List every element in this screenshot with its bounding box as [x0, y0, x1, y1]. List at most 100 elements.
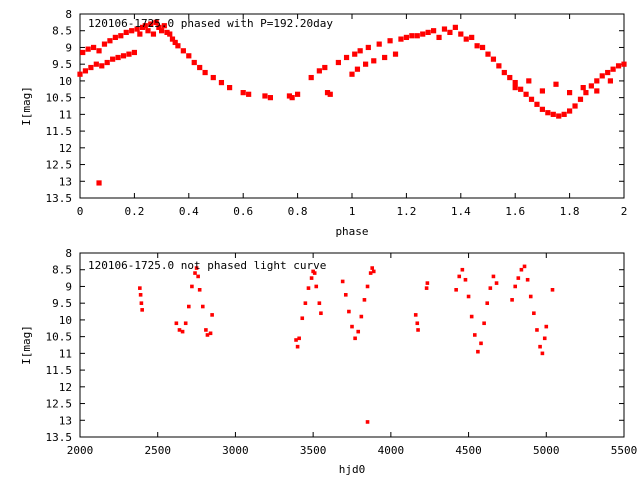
x-tick-label: 1.8 [560, 205, 580, 218]
data-point [343, 293, 348, 297]
data-point [246, 91, 252, 97]
data-point [317, 301, 322, 305]
data-point [300, 316, 305, 321]
data-point [303, 301, 308, 305]
data-point [153, 19, 159, 25]
data-point [167, 31, 173, 37]
data-point [164, 29, 170, 35]
x-tick-label: 2500 [144, 444, 171, 457]
data-point [88, 64, 94, 71]
data-point [485, 51, 491, 57]
data-point [118, 33, 124, 39]
data-point [580, 85, 586, 91]
data-point [197, 288, 202, 292]
data-point [306, 286, 311, 290]
data-point [416, 328, 420, 332]
y-tick-label: 10.5 [46, 331, 73, 344]
data-point [482, 321, 486, 326]
data-point [316, 68, 322, 74]
data-point [479, 341, 483, 346]
data-point [510, 298, 514, 302]
y-tick-label: 10.5 [46, 92, 73, 105]
data-point [577, 96, 584, 102]
data-point [588, 83, 594, 89]
data-point [414, 33, 420, 39]
data-point [425, 281, 430, 285]
data-point [110, 56, 116, 62]
data-point [363, 61, 369, 67]
data-point [172, 39, 178, 46]
data-point [368, 271, 373, 275]
data-point [297, 336, 301, 341]
data-point [197, 64, 203, 71]
data-point [457, 274, 462, 279]
data-point [359, 314, 364, 319]
y-tick-label: 12 [59, 381, 72, 394]
chart-title: 120106-1725.0 phased with P=192.20day [88, 17, 333, 30]
data-point [210, 74, 216, 81]
data-point [174, 321, 179, 326]
y-tick-label: 8.5 [52, 25, 72, 38]
data-point [425, 29, 431, 35]
data-point [599, 73, 605, 79]
data-point [204, 328, 208, 332]
data-point [191, 59, 197, 66]
data-point [413, 313, 418, 317]
data-point [294, 338, 298, 342]
data-point [150, 31, 157, 37]
chart-title: 120106-1725.0 not phased light curve [88, 259, 326, 272]
data-point [91, 44, 97, 51]
y-tick-label: 13.5 [46, 431, 73, 444]
data-point [594, 78, 600, 84]
data-point [550, 111, 556, 117]
data-point [96, 180, 102, 186]
y-tick-label: 11 [59, 347, 72, 360]
data-point [494, 281, 499, 285]
x-tick-label: 4500 [455, 444, 482, 457]
data-point [262, 93, 268, 99]
y-axis-label: I[mag] [20, 325, 33, 365]
data-point [349, 71, 355, 77]
data-point [550, 288, 555, 292]
x-tick-label: 0.2 [124, 205, 144, 218]
data-point [526, 78, 532, 84]
y-tick-label: 12 [59, 142, 72, 155]
data-point [365, 420, 370, 424]
data-point [476, 349, 480, 354]
data-point [556, 113, 562, 119]
data-point [420, 31, 426, 37]
data-point [469, 314, 474, 319]
y-tick-label: 11 [59, 108, 72, 121]
data-point [169, 36, 176, 42]
y-tick-label: 11.5 [46, 125, 73, 138]
data-point [340, 279, 345, 284]
plot-frame [79, 13, 625, 199]
data-point [472, 333, 477, 337]
data-point [353, 336, 357, 341]
data-point [507, 74, 513, 81]
y-tick-label: 12.5 [46, 398, 73, 411]
y-tick-label: 10 [59, 314, 72, 327]
data-point [535, 328, 539, 332]
data-point [99, 63, 105, 69]
y-tick-label: 13 [59, 175, 72, 188]
data-point [319, 311, 323, 316]
y-tick-label: 13.5 [46, 192, 73, 205]
data-point [371, 269, 376, 274]
data-point [227, 85, 233, 91]
data-point [572, 103, 578, 109]
data-point [371, 58, 377, 64]
data-point [156, 24, 162, 30]
data-point [93, 61, 99, 67]
data-point [138, 286, 142, 290]
x-tick-label: 1 [349, 205, 356, 218]
data-point [539, 88, 545, 94]
data-point [200, 304, 205, 309]
data-point [513, 284, 517, 289]
data-point [137, 31, 143, 37]
data-point [431, 28, 437, 34]
data-point [77, 71, 83, 77]
data-point [190, 284, 194, 289]
x-tick-label: 5500 [611, 444, 638, 457]
unphased-light-curve-panel: 2000 2500 3000 3500 4000 4500 5000 5500 8 8.5 9 9.5… [20, 247, 637, 476]
